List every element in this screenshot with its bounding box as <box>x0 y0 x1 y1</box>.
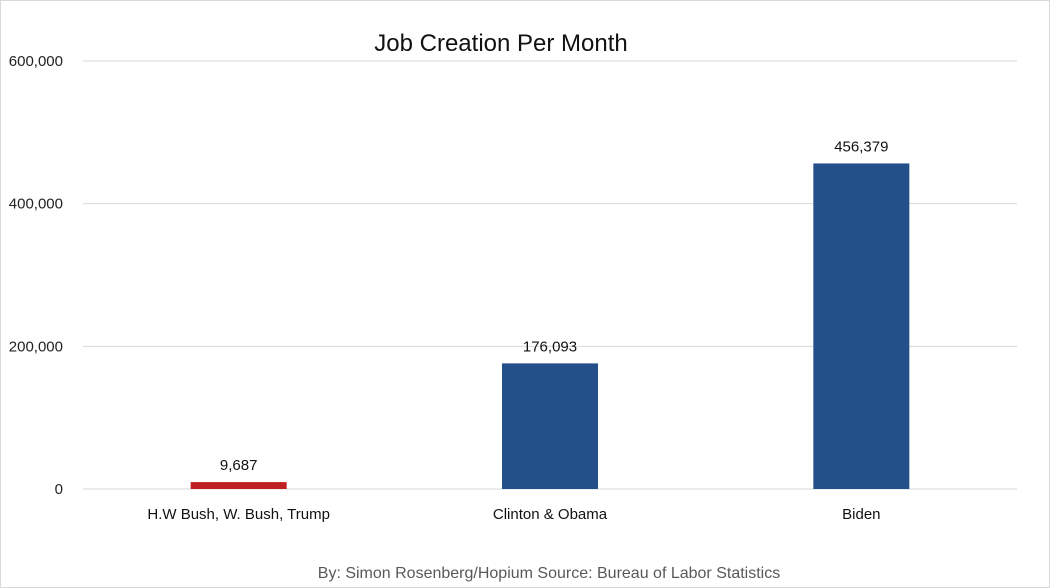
data-labels: 9,687 176,093 456,379 <box>220 138 889 474</box>
x-category-label: Biden <box>842 506 880 523</box>
bar <box>190 482 287 489</box>
x-category-label: H.W Bush, W. Bush, Trump <box>147 506 330 523</box>
y-tick-label: 600,000 <box>9 53 63 70</box>
y-axis-ticks: 0 200,000 400,000 600,000 <box>9 53 63 498</box>
y-tick-label: 200,000 <box>9 338 63 355</box>
y-tick-label: 0 <box>55 481 63 498</box>
bars <box>190 163 910 489</box>
chart-title: Job Creation Per Month <box>374 30 627 57</box>
data-label: 9,687 <box>220 457 258 474</box>
data-label: 456,379 <box>834 138 888 155</box>
chart-footer: By: Simon Rosenberg/Hopium Source: Burea… <box>318 565 780 582</box>
x-axis-labels: H.W Bush, W. Bush, Trump Clinton & Obama B… <box>147 506 880 523</box>
y-tick-label: 400,000 <box>9 196 63 213</box>
bar <box>813 163 910 489</box>
bar <box>502 363 598 489</box>
data-label: 176,093 <box>523 338 577 355</box>
x-category-label: Clinton & Obama <box>493 506 608 523</box>
